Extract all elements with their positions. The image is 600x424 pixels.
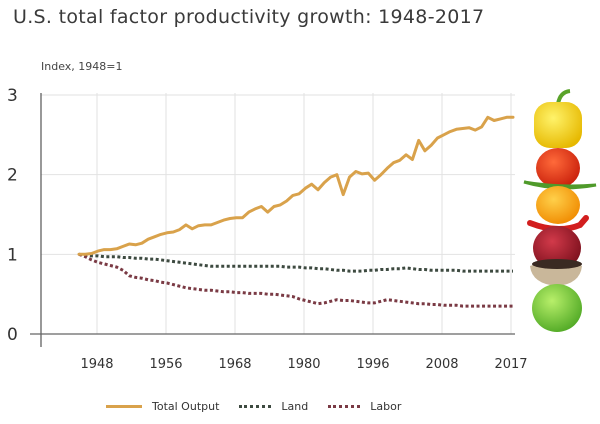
legend-swatch-land <box>239 405 272 408</box>
orange-pepper-icon <box>536 186 580 224</box>
legend-item-total-output: Total Output <box>106 400 219 413</box>
green-chili-icon <box>523 180 597 190</box>
y-tick-label: 2 <box>7 166 18 186</box>
x-tick-label: 1980 <box>287 357 320 372</box>
legend-label: Total Output <box>152 400 220 413</box>
x-tick-label: 1948 <box>80 357 113 372</box>
y-axis-label: Index, 1948=1 <box>41 60 123 73</box>
legend-item-labor: Labor <box>328 400 401 413</box>
vegetable-stack-image <box>523 89 597 332</box>
y-tick-label: 3 <box>7 86 18 106</box>
legend-label: Labor <box>370 400 402 413</box>
green-apple-icon <box>532 284 582 332</box>
y-tick-label: 0 <box>7 325 18 345</box>
legend: Total Output Land Labor <box>106 400 421 413</box>
legend-item-land: Land <box>239 400 308 413</box>
x-tick-labels: 1948 1956 1968 1980 1996 2008 2017 <box>80 357 527 372</box>
series-lines <box>77 115 515 308</box>
series-line-land <box>78 252 513 273</box>
x-tick-label: 1956 <box>149 357 182 372</box>
red-apple-icon <box>533 226 581 270</box>
series-line-labor <box>78 252 513 308</box>
y-tick-labels: 0 1 2 3 <box>7 86 18 345</box>
legend-label: Land <box>281 400 309 413</box>
x-tick-label: 2008 <box>425 357 458 372</box>
tomato-icon <box>536 148 580 188</box>
legend-swatch-labor <box>328 405 361 408</box>
x-tick-label: 1968 <box>218 357 251 372</box>
axes <box>30 93 515 347</box>
chart-title: U.S. total factor productivity growth: 1… <box>13 6 485 28</box>
mushroom-gills-icon <box>532 259 582 269</box>
series-line-total-output <box>77 115 515 256</box>
x-tick-label: 1996 <box>356 357 389 372</box>
x-tick-label: 2017 <box>494 357 527 372</box>
yellow-pepper-icon <box>534 102 582 148</box>
gridlines <box>41 93 515 334</box>
y-tick-label: 1 <box>7 245 18 265</box>
legend-swatch-total-output <box>106 405 142 408</box>
